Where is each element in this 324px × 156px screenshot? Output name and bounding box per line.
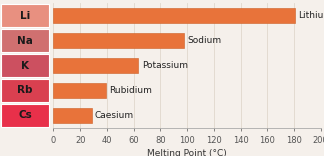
Bar (1, 4, 49, 27)
Text: Cs: Cs (18, 110, 32, 120)
Text: Sodium: Sodium (188, 36, 222, 45)
Text: K: K (21, 61, 29, 71)
Bar (1, 79, 49, 102)
Text: Caesium: Caesium (95, 111, 134, 120)
Text: Rubidium: Rubidium (109, 86, 152, 95)
Text: Na: Na (17, 36, 33, 46)
Text: Lithium: Lithium (298, 11, 324, 20)
Bar (53, 58, 138, 73)
Bar (53, 8, 295, 23)
Bar (1, 54, 49, 77)
Bar (1, 104, 49, 127)
Text: Li: Li (20, 11, 30, 21)
Bar (1, 29, 49, 52)
Text: Rb: Rb (17, 85, 33, 95)
X-axis label: Melting Point (°C): Melting Point (°C) (147, 149, 227, 156)
Bar (53, 83, 106, 98)
Bar (53, 108, 92, 123)
Bar (53, 33, 184, 48)
Text: Potassium: Potassium (142, 61, 188, 70)
